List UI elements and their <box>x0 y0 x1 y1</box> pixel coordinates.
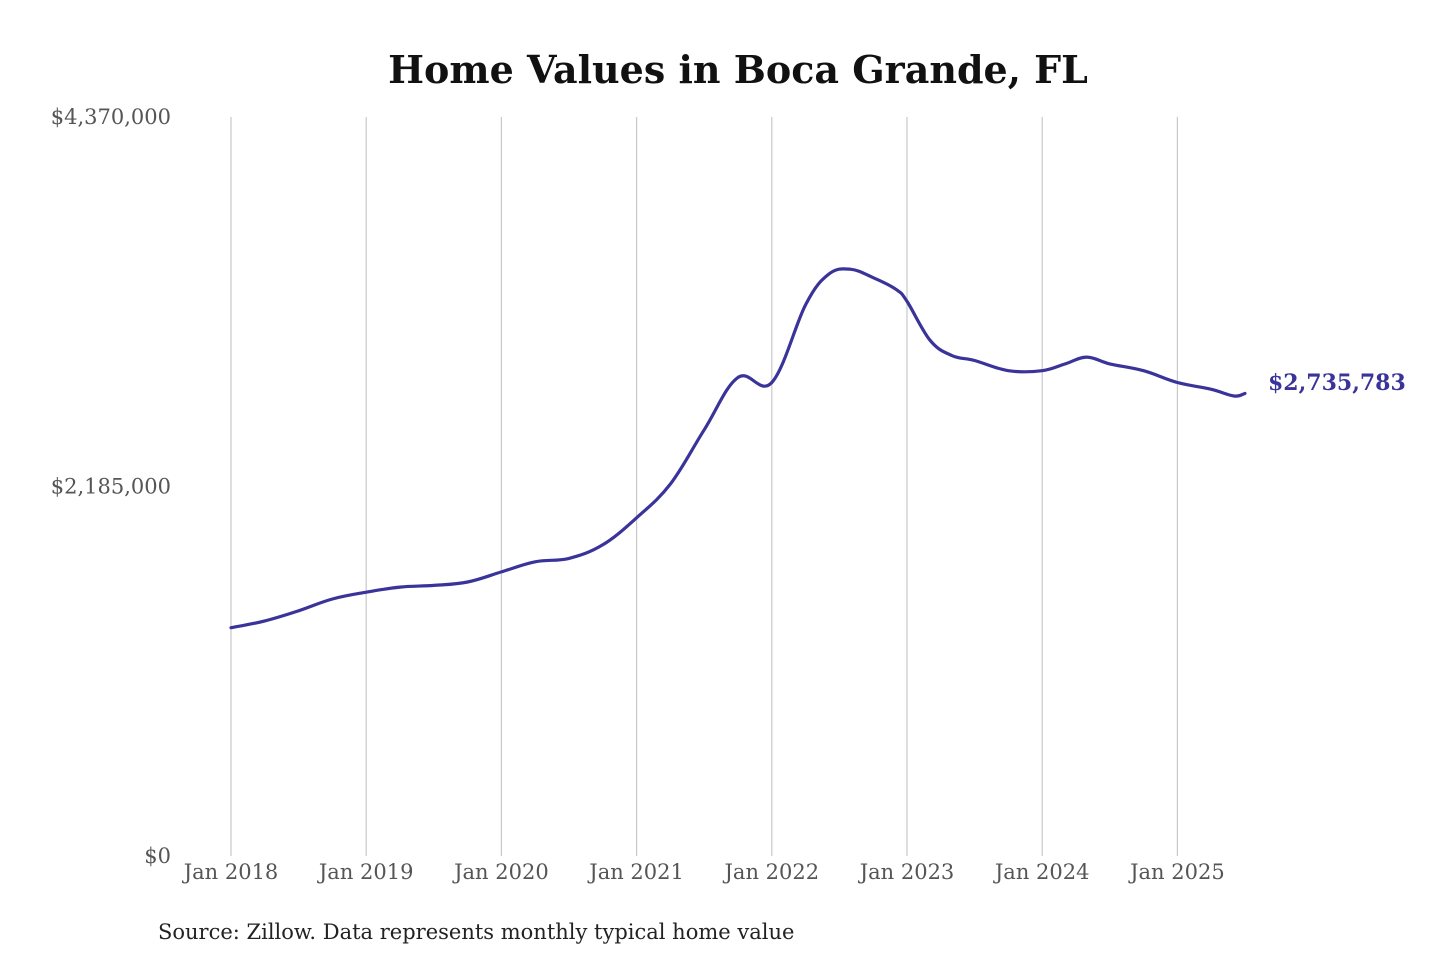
x-tick-label: Jan 2025 <box>1128 860 1225 884</box>
y-tick-label: $4,370,000 <box>51 105 171 129</box>
gridlines <box>230 117 1179 856</box>
x-tick-label: Jan 2023 <box>858 860 955 884</box>
x-tick-label: Jan 2024 <box>993 860 1090 884</box>
x-tick-label: Jan 2020 <box>452 860 549 884</box>
end-value-label: $2,735,783 <box>1268 370 1406 396</box>
x-tick-label: Jan 2022 <box>723 860 820 884</box>
x-tick-label: Jan 2019 <box>317 860 414 884</box>
chart-title: Home Values in Boca Grande, FL <box>388 47 1088 92</box>
y-axis-ticks: $0 $2,185,000 $4,370,000 <box>51 105 171 868</box>
x-tick-label: Jan 2018 <box>182 860 279 884</box>
x-axis-ticks: Jan 2018 Jan 2019 Jan 2020 Jan 2021 Jan 2022… <box>182 860 1225 884</box>
source-note: Source: Zillow. Data represents monthly … <box>158 920 794 944</box>
y-tick-label: $2,185,000 <box>51 475 171 499</box>
y-tick-label: $0 <box>144 844 171 868</box>
home-value-line <box>229 267 1247 630</box>
x-tick-label: Jan 2021 <box>587 860 684 884</box>
